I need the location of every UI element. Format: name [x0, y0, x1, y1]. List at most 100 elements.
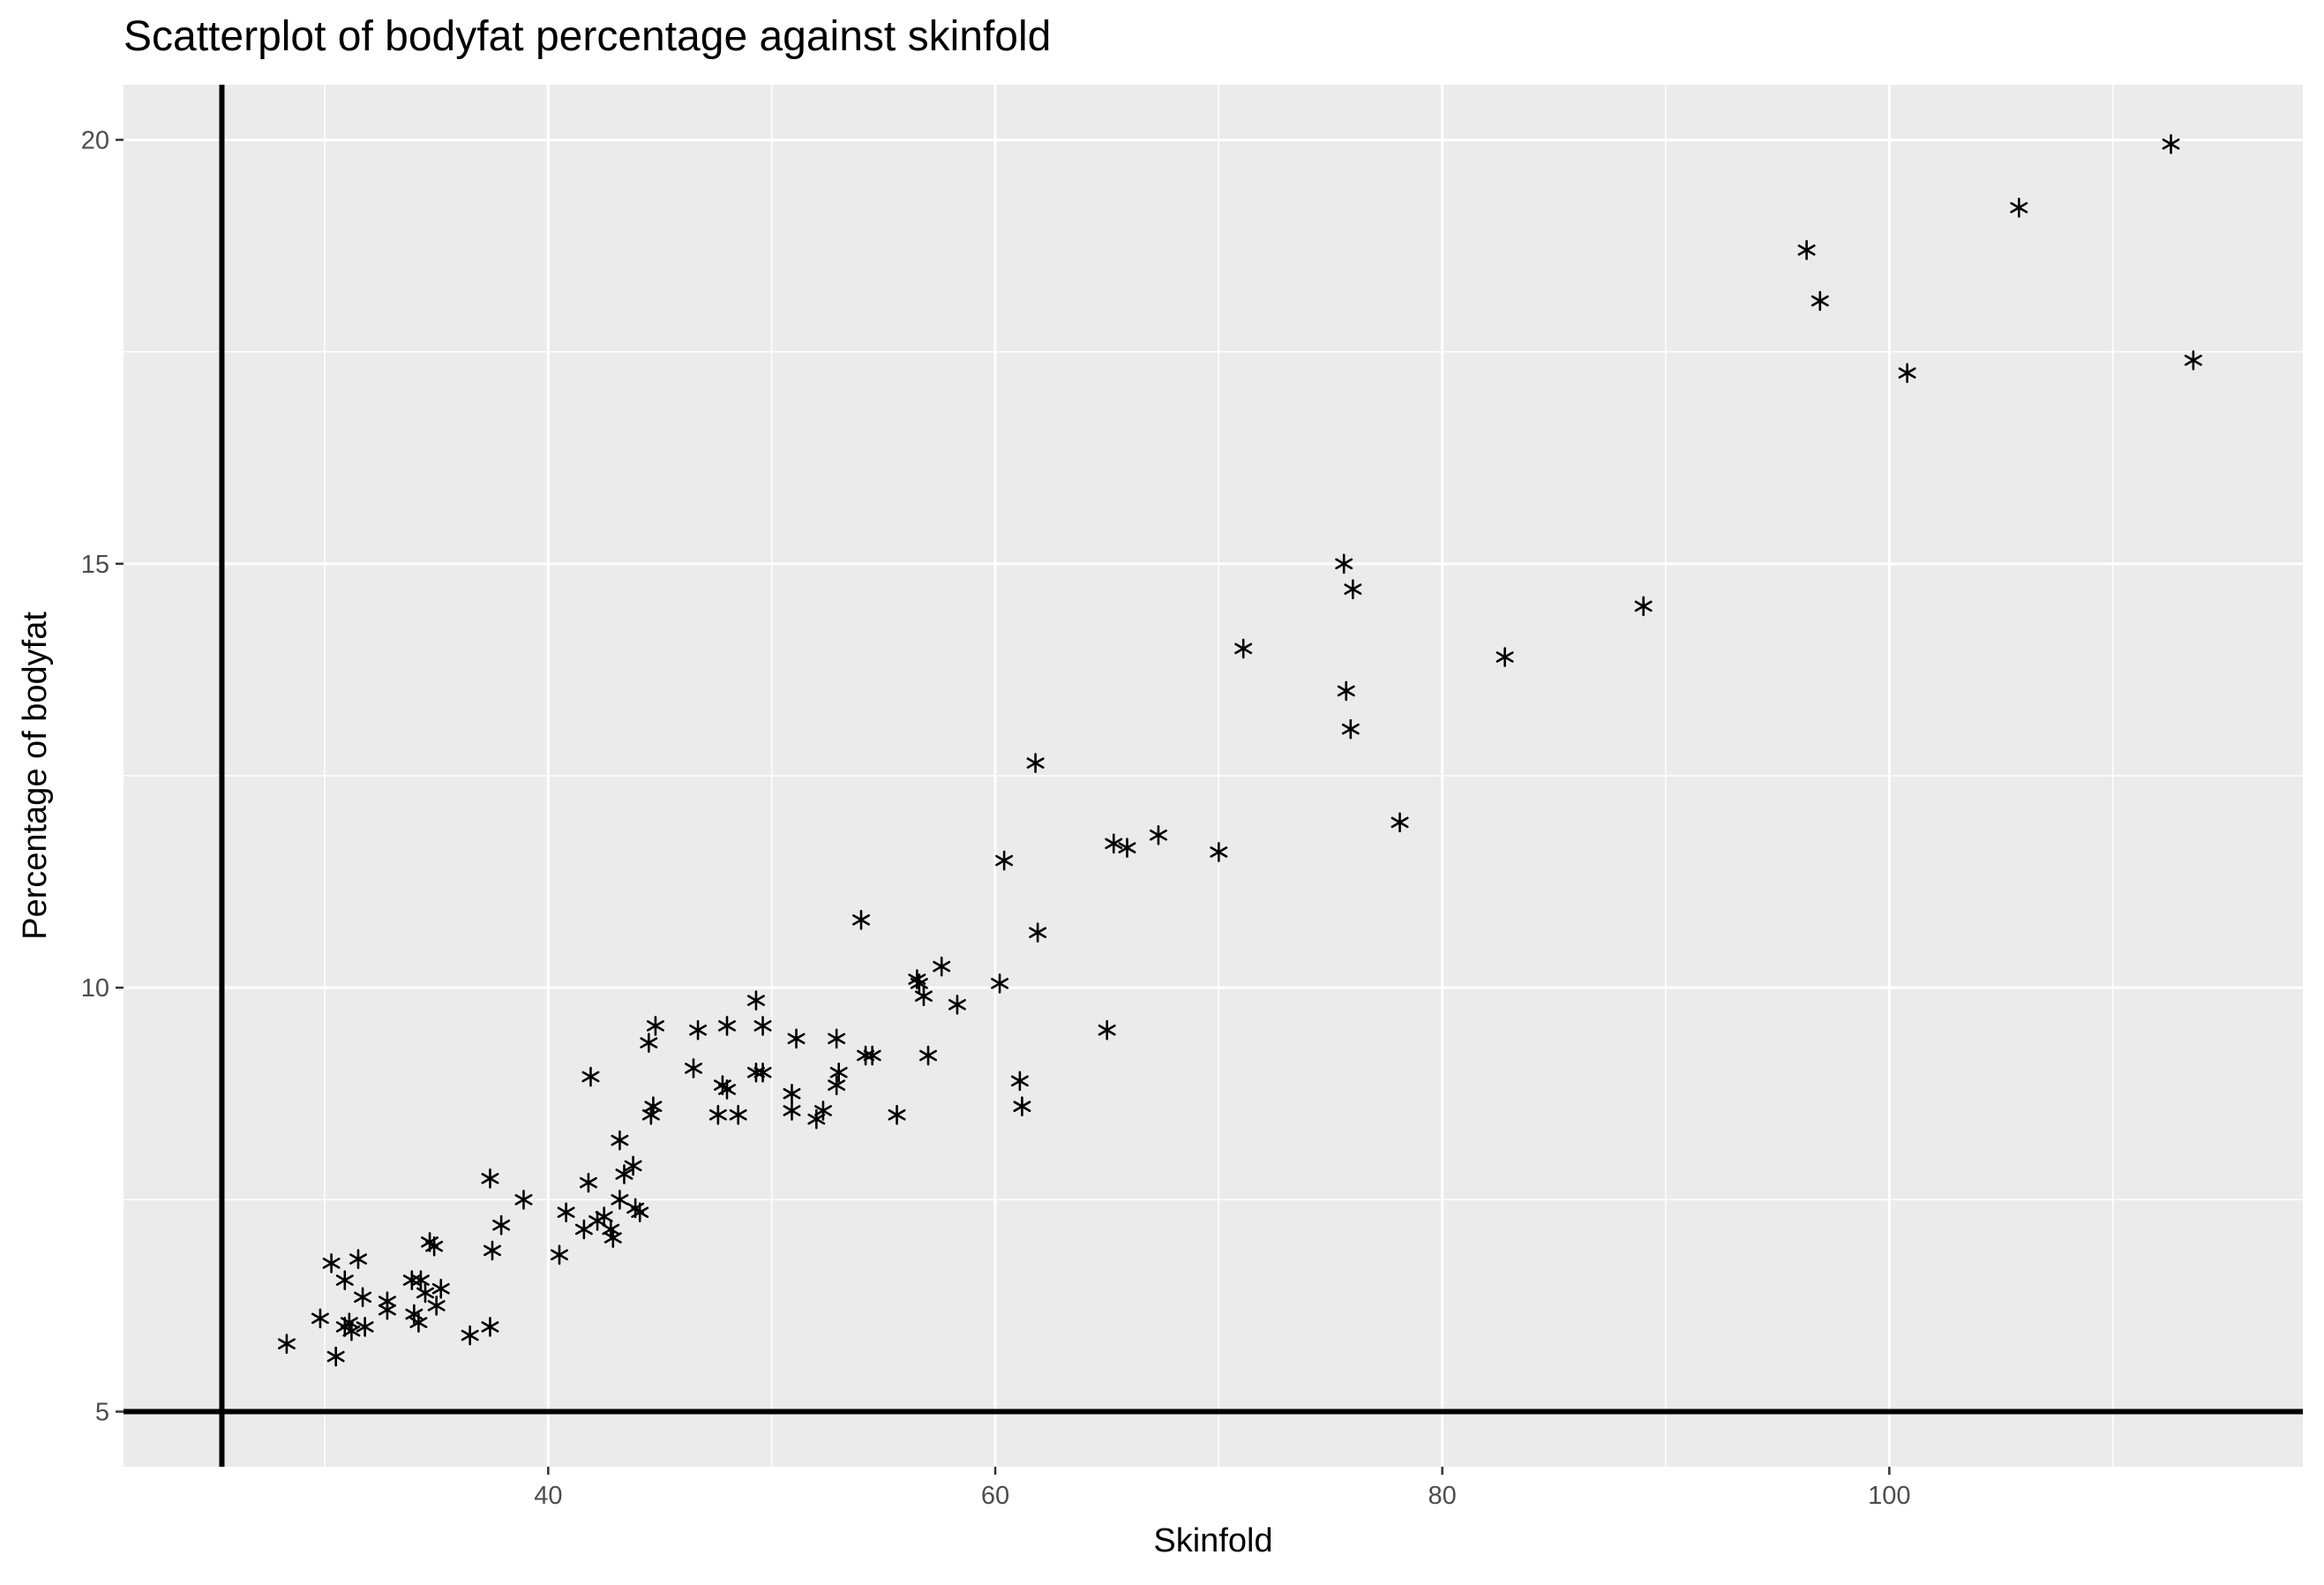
data-point: [1391, 812, 1409, 833]
data-point: [611, 1130, 629, 1151]
data-point: [615, 1164, 633, 1184]
reference-lines: [124, 85, 2303, 1467]
data-point: [1337, 680, 1355, 702]
data-point: [813, 1100, 832, 1121]
data-point: [2184, 349, 2202, 371]
y-tick-label: 15: [81, 551, 109, 579]
data-point: [1118, 838, 1136, 858]
data-point: [753, 1016, 772, 1036]
y-tick-label: 20: [81, 126, 109, 154]
data-point: [579, 1172, 597, 1193]
data-point: [342, 1320, 361, 1341]
data-point: [514, 1190, 533, 1210]
data-point: [1634, 596, 1653, 617]
data-point: [581, 1066, 600, 1087]
data-point: [746, 990, 765, 1010]
data-point: [991, 973, 1009, 994]
data-point: [1496, 647, 1514, 667]
data-point: [425, 1236, 444, 1257]
data-point: [427, 1296, 446, 1316]
data-points: [277, 133, 2202, 1367]
data-point: [708, 1104, 727, 1125]
data-point: [335, 1270, 354, 1290]
data-point: [557, 1202, 575, 1223]
data-point: [863, 1045, 881, 1066]
data-point: [1026, 753, 1045, 773]
chart-title: Scatterplot of bodyfat percentage agains…: [124, 13, 1052, 60]
y-tick-label: 5: [95, 1399, 109, 1427]
data-point: [1210, 842, 1228, 862]
data-point: [1335, 553, 1353, 575]
data-point: [787, 1028, 806, 1049]
data-point: [640, 1033, 658, 1053]
axes: 40 60 80 100 5 10 15 20: [81, 126, 1911, 1510]
data-point: [277, 1333, 296, 1354]
data-point: [914, 986, 933, 1007]
data-point: [919, 1045, 937, 1066]
data-point: [729, 1104, 747, 1125]
data-point: [948, 995, 966, 1015]
data-point: [1344, 579, 1362, 599]
data-point: [644, 1096, 663, 1116]
data-point: [753, 1062, 772, 1083]
data-point: [603, 1228, 622, 1248]
data-point: [1149, 824, 1167, 845]
data-point: [326, 1346, 345, 1367]
data-point: [2162, 133, 2180, 154]
data-point: [595, 1206, 613, 1227]
data-point: [461, 1325, 479, 1346]
data-point: [409, 1312, 428, 1333]
y-axis-title: Percentage of bodyfat: [17, 612, 54, 940]
data-point: [1029, 922, 1047, 943]
data-point: [492, 1214, 511, 1236]
data-point: [828, 1075, 846, 1095]
data-point: [718, 1079, 736, 1100]
data-point: [1013, 1096, 1031, 1116]
data-point: [311, 1308, 329, 1329]
x-tick-label: 60: [981, 1482, 1009, 1510]
data-point: [2010, 198, 2028, 218]
data-point: [1105, 833, 1123, 854]
data-point: [354, 1287, 372, 1308]
data-point: [484, 1240, 501, 1261]
data-point: [1810, 290, 1829, 312]
data-point: [322, 1253, 341, 1273]
data-point: [611, 1190, 629, 1210]
data-point: [378, 1299, 396, 1320]
data-point: [416, 1282, 434, 1303]
data-point: [888, 1104, 906, 1125]
data-point: [1010, 1070, 1029, 1092]
data-point: [828, 1028, 846, 1049]
data-point: [829, 1062, 848, 1083]
data-point: [685, 1058, 702, 1078]
data-point: [631, 1202, 649, 1223]
data-point: [689, 1019, 708, 1040]
data-point: [783, 1100, 801, 1121]
x-axis-title: Skinfold: [1153, 1522, 1272, 1559]
data-point: [356, 1317, 374, 1337]
data-point: [1098, 1019, 1116, 1040]
data-point: [431, 1278, 450, 1299]
data-point: [646, 1016, 664, 1036]
data-point: [481, 1168, 499, 1189]
data-point: [933, 956, 951, 977]
data-point: [995, 850, 1014, 871]
data-point: [1234, 638, 1253, 659]
data-point: [746, 1062, 765, 1083]
x-tick-label: 80: [1428, 1482, 1457, 1510]
x-tick-label: 100: [1868, 1482, 1910, 1510]
data-point: [783, 1083, 801, 1104]
data-point: [551, 1244, 568, 1266]
data-point: [624, 1155, 642, 1176]
x-tick-label: 40: [534, 1482, 562, 1510]
y-tick-label: 10: [81, 974, 109, 1003]
data-point: [481, 1317, 499, 1337]
data-point: [1898, 363, 1916, 383]
data-point: [852, 910, 870, 930]
data-point: [718, 1016, 736, 1036]
data-point: [857, 1045, 875, 1066]
data-point: [1797, 240, 1816, 260]
data-point: [1341, 718, 1360, 740]
data-point: [574, 1219, 593, 1240]
